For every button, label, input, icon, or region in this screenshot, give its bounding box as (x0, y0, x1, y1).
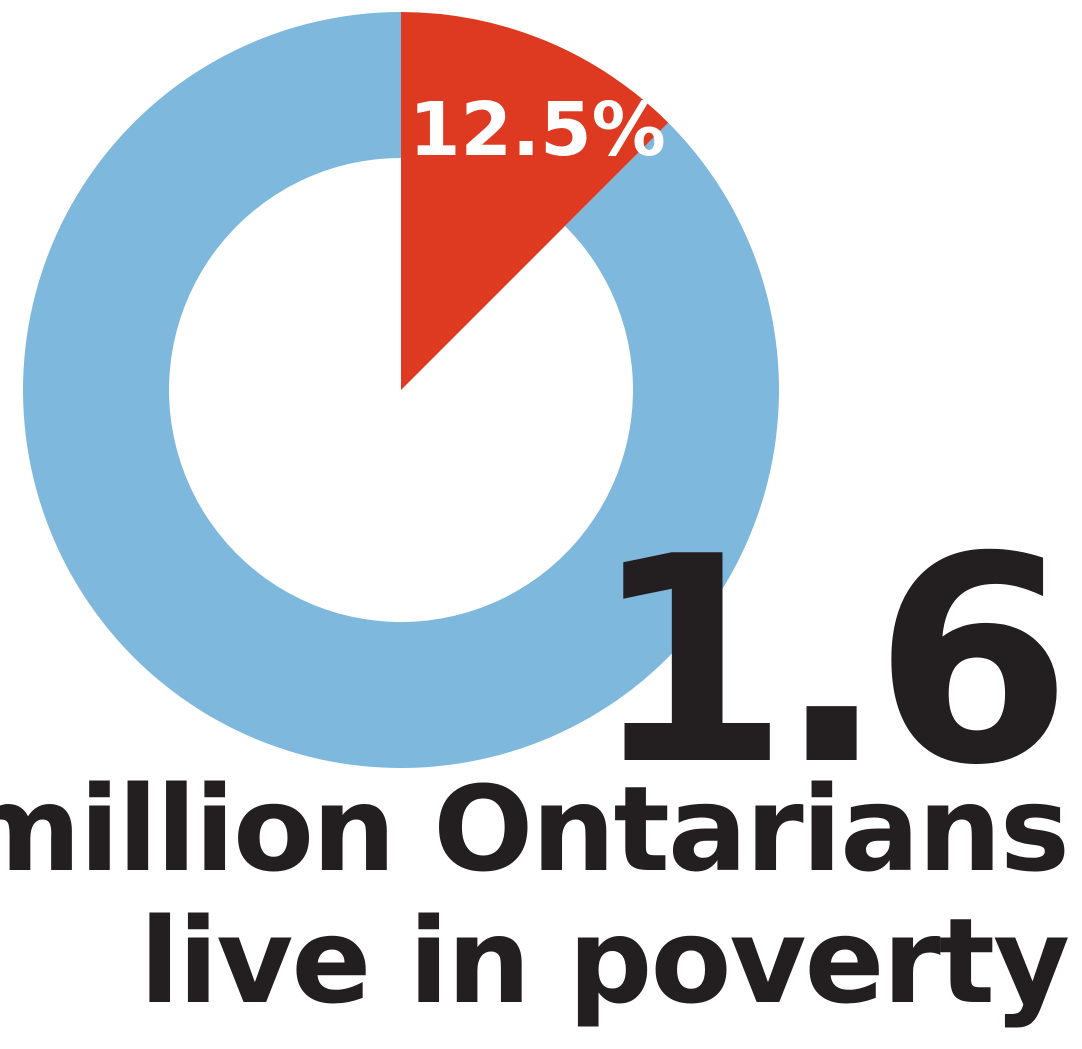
slice-label: 12.5% (409, 87, 666, 173)
headline-line-1: million Ontarians (0, 770, 1068, 888)
headline-line-2: live in poverty (140, 902, 1068, 1020)
